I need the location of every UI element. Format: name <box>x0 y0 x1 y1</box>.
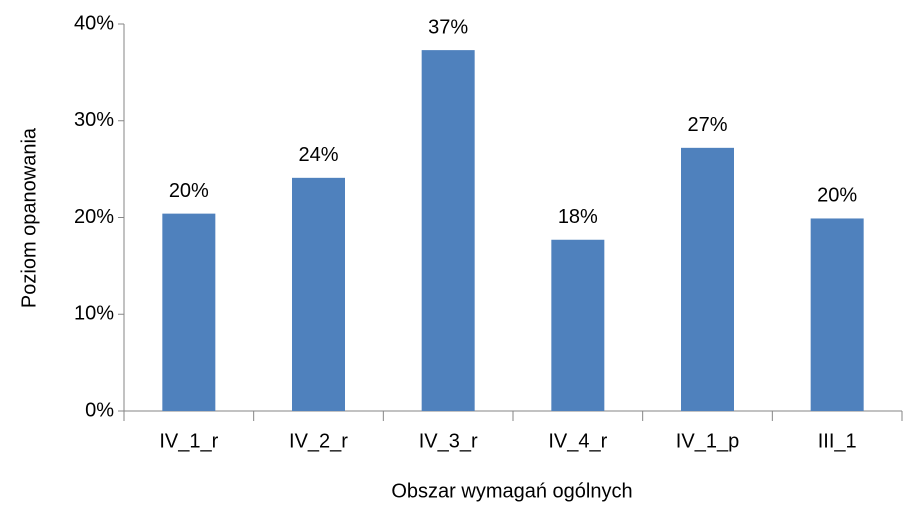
bar <box>681 147 734 411</box>
y-tick-label: 10% <box>74 303 114 325</box>
y-tick-label: 40% <box>74 12 114 34</box>
bar <box>551 239 605 411</box>
bar <box>810 218 864 411</box>
value-label: 18% <box>558 206 598 228</box>
bar <box>421 50 475 412</box>
y-tick-label: 0% <box>85 399 114 421</box>
bar <box>162 213 216 411</box>
value-label: 20% <box>817 185 857 207</box>
y-tick-label: 30% <box>74 109 114 131</box>
x-tick-label: IV_4_r <box>548 430 607 452</box>
x-tick-label: IV_1_p <box>676 430 739 452</box>
value-label: 27% <box>687 114 727 136</box>
x-tick-label: IV_3_r <box>419 430 478 452</box>
x-axis-title: Obszar wymagań ogólnych <box>391 480 632 502</box>
y-tick-label: 20% <box>74 206 114 228</box>
x-tick-label: IV_2_r <box>289 430 348 452</box>
value-label: 24% <box>298 144 338 166</box>
x-tick-label: IV_1_r <box>159 430 218 452</box>
value-label: 20% <box>169 180 209 202</box>
value-label: 37% <box>428 16 468 38</box>
y-axis-title: Poziom opanowania <box>18 127 40 308</box>
x-tick-label: III_1 <box>818 430 857 452</box>
bar <box>292 177 345 411</box>
